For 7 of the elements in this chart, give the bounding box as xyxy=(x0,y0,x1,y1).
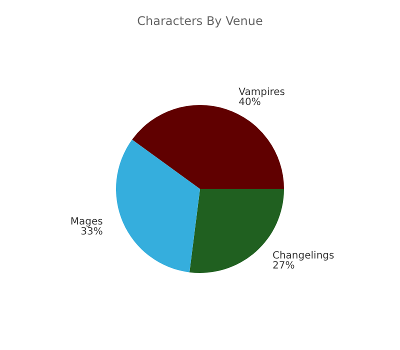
data-label: 27% xyxy=(272,260,295,272)
data-label: 33% xyxy=(80,226,103,238)
chart-title: Characters By Venue xyxy=(137,14,263,28)
slice-label: Mages xyxy=(70,216,103,228)
data-label: 40% xyxy=(238,97,261,108)
slice-label: Changelings xyxy=(272,250,334,262)
slice-label: Vampires xyxy=(238,87,285,98)
